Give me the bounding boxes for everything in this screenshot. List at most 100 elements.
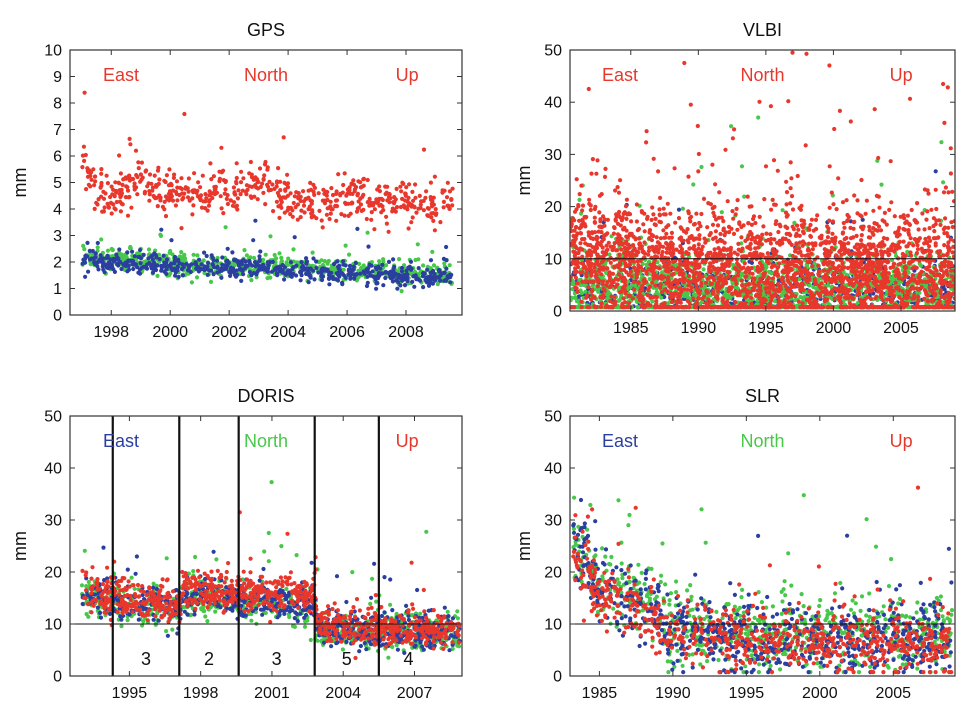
data-point bbox=[355, 226, 360, 231]
data-point bbox=[301, 265, 306, 270]
data-point bbox=[721, 219, 726, 224]
data-point bbox=[128, 142, 133, 147]
data-point bbox=[599, 272, 604, 277]
data-point bbox=[651, 156, 656, 161]
data-point bbox=[914, 251, 920, 256]
data-point bbox=[233, 192, 238, 197]
data-point bbox=[204, 196, 209, 201]
data-point bbox=[98, 259, 103, 264]
data-point bbox=[311, 256, 316, 261]
data-point bbox=[735, 273, 741, 278]
data-point bbox=[175, 198, 180, 203]
data-point bbox=[99, 237, 104, 242]
data-point bbox=[595, 158, 600, 163]
data-point bbox=[410, 279, 415, 284]
data-point bbox=[946, 190, 951, 195]
data-point bbox=[948, 146, 953, 151]
data-point bbox=[908, 250, 913, 255]
data-point bbox=[96, 267, 101, 272]
data-point bbox=[155, 204, 160, 209]
data-point bbox=[141, 252, 146, 257]
data-point bbox=[270, 259, 275, 264]
data-point bbox=[413, 195, 418, 200]
data-point bbox=[576, 294, 581, 299]
data-point bbox=[358, 271, 363, 276]
y-axis-label: mm bbox=[514, 166, 534, 196]
data-point bbox=[349, 272, 354, 277]
data-point bbox=[211, 174, 216, 179]
data-point bbox=[159, 227, 164, 232]
data-point bbox=[660, 270, 665, 275]
data-point bbox=[337, 263, 342, 268]
data-point bbox=[247, 184, 252, 189]
data-point bbox=[346, 272, 351, 277]
data-point bbox=[364, 216, 369, 222]
data-point bbox=[268, 234, 273, 239]
data-point bbox=[298, 194, 303, 199]
data-point bbox=[334, 189, 339, 194]
data-point bbox=[207, 199, 212, 204]
data-point bbox=[101, 196, 107, 201]
data-point bbox=[387, 200, 392, 205]
data-point bbox=[753, 220, 758, 226]
data-point bbox=[243, 263, 248, 268]
data-point bbox=[223, 187, 228, 192]
data-point bbox=[712, 247, 717, 252]
data-point bbox=[625, 234, 630, 240]
data-point bbox=[224, 259, 229, 264]
data-point bbox=[711, 305, 716, 310]
data-point bbox=[916, 287, 921, 292]
data-point bbox=[298, 198, 303, 204]
data-point bbox=[647, 245, 652, 250]
data-point bbox=[891, 288, 896, 294]
data-point bbox=[659, 295, 664, 300]
data-point bbox=[189, 280, 194, 285]
data-point bbox=[399, 265, 404, 271]
data-point bbox=[104, 173, 109, 178]
data-point bbox=[257, 257, 262, 262]
data-point bbox=[428, 195, 433, 200]
data-point bbox=[444, 277, 449, 282]
data-point bbox=[781, 291, 786, 296]
data-point bbox=[448, 280, 453, 285]
data-point bbox=[155, 273, 160, 278]
data-point bbox=[127, 136, 132, 141]
data-point bbox=[365, 270, 370, 275]
data-point bbox=[134, 173, 139, 178]
data-point bbox=[219, 275, 224, 280]
data-point bbox=[600, 282, 605, 287]
data-point bbox=[432, 174, 437, 179]
data-point bbox=[618, 275, 624, 280]
data-point bbox=[592, 265, 597, 270]
data-point bbox=[191, 190, 196, 195]
data-point bbox=[147, 192, 152, 197]
data-point bbox=[590, 157, 596, 162]
data-point bbox=[207, 193, 212, 198]
data-point bbox=[278, 197, 283, 203]
data-point bbox=[408, 259, 414, 264]
data-point bbox=[447, 189, 452, 194]
data-point bbox=[197, 196, 202, 201]
data-point bbox=[355, 193, 360, 198]
data-point bbox=[368, 203, 373, 208]
data-point bbox=[399, 189, 404, 194]
data-point bbox=[909, 253, 914, 258]
data-point bbox=[700, 296, 705, 301]
data-point bbox=[265, 167, 270, 172]
data-point bbox=[642, 240, 647, 245]
data-point bbox=[80, 261, 85, 266]
data-point bbox=[157, 193, 162, 198]
data-point bbox=[130, 249, 135, 254]
data-point bbox=[109, 184, 114, 189]
data-point bbox=[278, 179, 283, 184]
data-point bbox=[575, 289, 580, 294]
data-point bbox=[108, 200, 114, 205]
data-point bbox=[761, 224, 766, 229]
data-point bbox=[135, 265, 140, 270]
data-point bbox=[288, 260, 293, 265]
data-point bbox=[230, 250, 235, 255]
data-point bbox=[688, 219, 693, 224]
data-point bbox=[788, 160, 793, 165]
data-point bbox=[251, 238, 256, 243]
data-point bbox=[723, 147, 728, 152]
